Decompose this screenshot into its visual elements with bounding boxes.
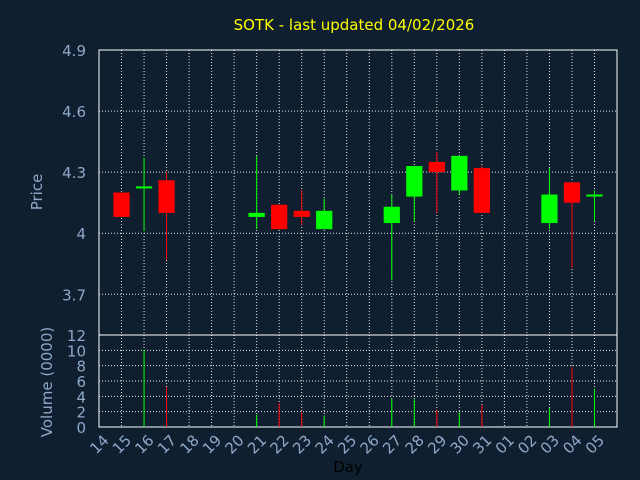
candle-body — [406, 166, 423, 197]
x-axis-label: Day — [333, 458, 363, 476]
volume-tick-label: 4 — [76, 388, 86, 406]
volume-tick-label: 0 — [76, 419, 86, 437]
volume-tick-label: 8 — [76, 358, 86, 376]
candle-body — [451, 155, 468, 191]
candle-body — [293, 210, 310, 217]
x-axis: 1415161718192021222324252627282930310102… — [86, 431, 608, 457]
chart-title: SOTK - last updated 04/02/2026 — [234, 16, 475, 34]
price-tick-label: 4.9 — [62, 42, 86, 60]
candle-body — [586, 194, 603, 197]
candle-body — [383, 206, 400, 224]
candle-body — [316, 210, 333, 230]
price-tick-label: 4.3 — [62, 164, 86, 182]
volume-tick-label: 2 — [76, 404, 86, 422]
price-tick-label: 4.6 — [62, 103, 86, 121]
candle-body — [113, 192, 130, 217]
volume-tick-label: 10 — [67, 342, 86, 360]
volume-tick-label: 6 — [76, 373, 86, 391]
candle-body — [271, 204, 288, 230]
price-panel: 3.7 4 4.3 4.6 4.9 — [62, 42, 618, 336]
candle-body — [473, 168, 490, 213]
candle-body — [248, 212, 265, 217]
price-tick-label: 4 — [76, 225, 86, 243]
price-tick-label: 3.7 — [62, 286, 86, 304]
volume-axis-label: Volume (0000) — [38, 327, 56, 437]
candle-body — [563, 182, 581, 203]
volume-tick-label: 12 — [67, 327, 86, 345]
price-axis-label: Price — [28, 174, 46, 211]
candle-body — [428, 161, 445, 173]
candle-body — [158, 180, 175, 213]
candle-body — [541, 194, 558, 224]
candle-body — [135, 186, 153, 189]
